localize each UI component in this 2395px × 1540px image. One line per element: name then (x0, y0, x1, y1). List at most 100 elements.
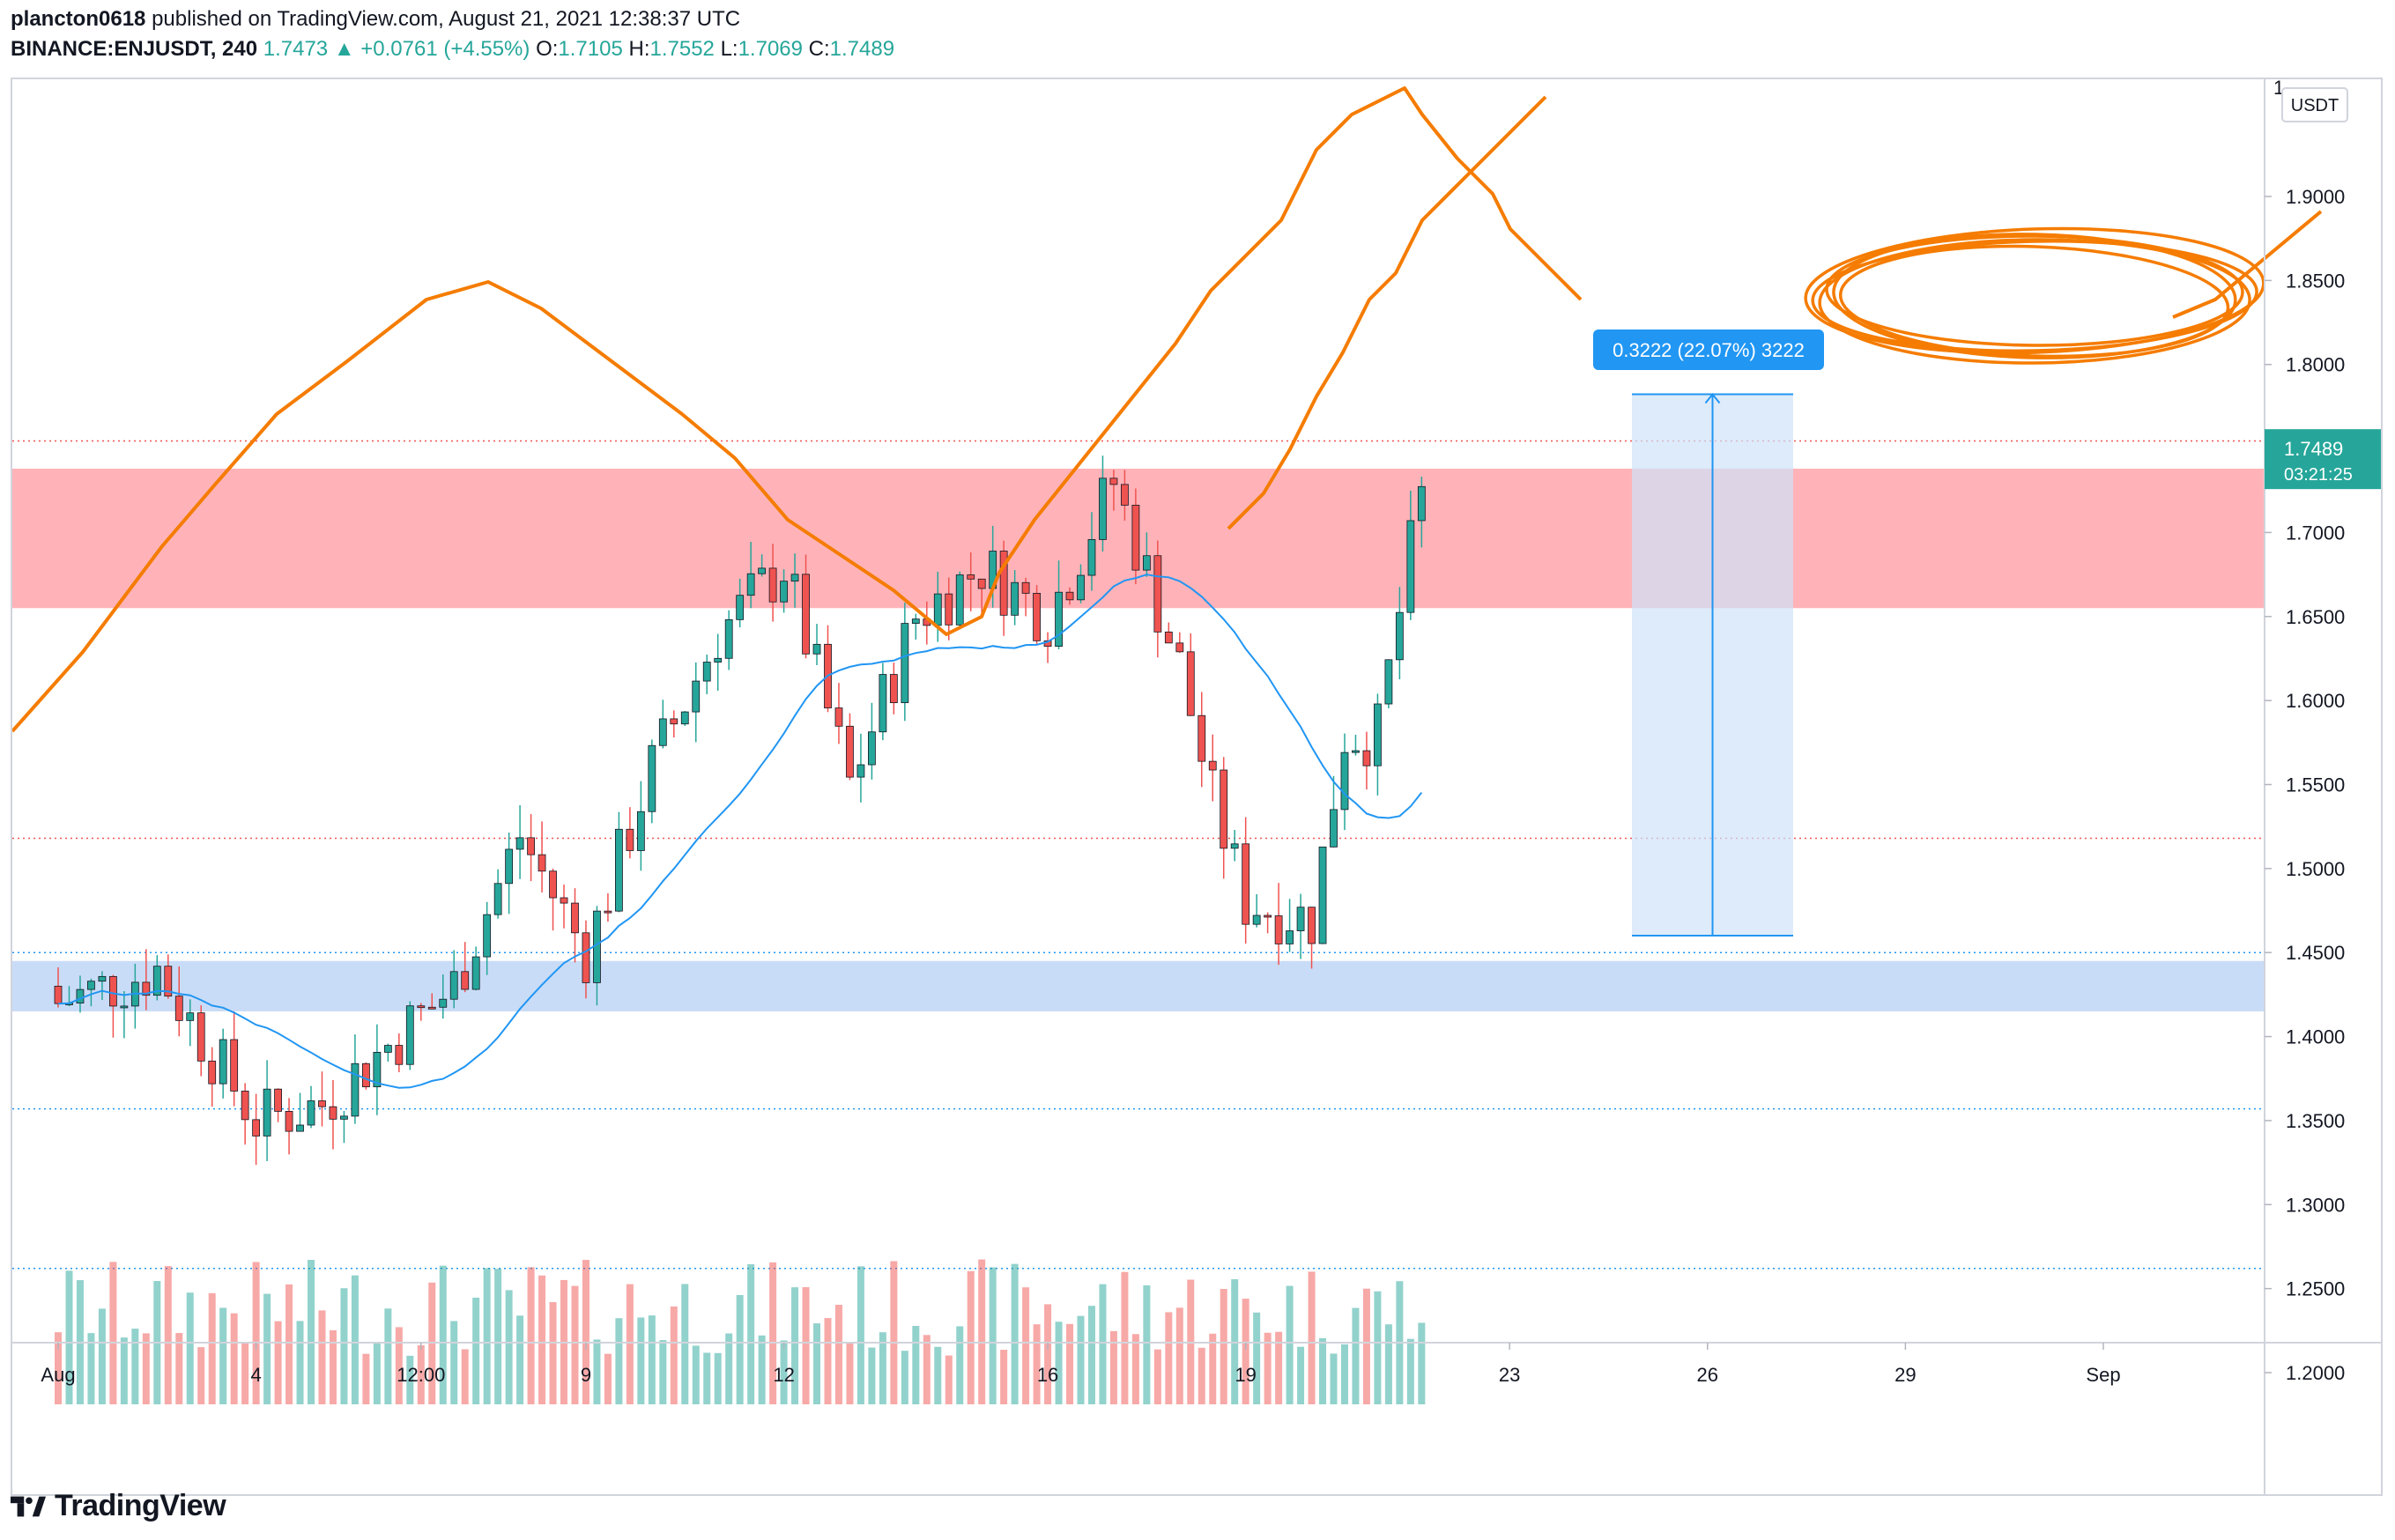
candle[interactable] (274, 1088, 282, 1112)
freehand-scribble-ring[interactable] (1804, 221, 2266, 360)
candle[interactable] (152, 966, 161, 996)
candle[interactable] (449, 971, 458, 1000)
candle[interactable] (1286, 930, 1294, 944)
candle[interactable] (1252, 914, 1261, 925)
candle[interactable] (174, 996, 183, 1021)
candle[interactable] (636, 811, 645, 851)
author-name[interactable]: plancton0618 (11, 7, 146, 31)
candle[interactable] (196, 1012, 205, 1062)
candle[interactable] (604, 910, 612, 914)
candle[interactable] (967, 574, 975, 580)
candle[interactable] (1384, 659, 1393, 705)
freehand-curve-2[interactable] (1227, 95, 1547, 530)
candle[interactable] (515, 837, 524, 850)
candle[interactable] (1274, 915, 1283, 944)
candle[interactable] (351, 1062, 360, 1117)
candle[interactable] (702, 662, 711, 682)
candle[interactable] (1330, 809, 1338, 848)
last-price-tag[interactable] (2265, 429, 2381, 490)
candle[interactable] (1296, 907, 1305, 931)
candle[interactable] (1142, 555, 1151, 571)
candle[interactable] (658, 718, 667, 746)
candle[interactable] (802, 574, 810, 655)
candle[interactable] (626, 828, 634, 851)
candle[interactable] (856, 764, 865, 778)
freehand-scribble-ring[interactable] (1838, 240, 2230, 362)
candle[interactable] (252, 1119, 261, 1136)
freehand-scribble-ring[interactable] (1832, 230, 2237, 362)
candle[interactable] (1099, 478, 1107, 540)
candle[interactable] (461, 971, 470, 990)
candle[interactable] (439, 998, 448, 1008)
candle[interactable] (736, 595, 745, 620)
candle[interactable] (1374, 703, 1382, 766)
candle[interactable] (505, 848, 514, 885)
candle[interactable] (560, 897, 568, 904)
candle[interactable] (945, 593, 953, 626)
candle[interactable] (1318, 846, 1327, 944)
candle[interactable] (879, 674, 887, 733)
candle[interactable] (483, 914, 492, 958)
candle[interactable] (1264, 914, 1272, 918)
candle[interactable] (493, 883, 502, 915)
candle[interactable] (142, 981, 151, 996)
candle[interactable] (680, 711, 689, 725)
candle[interactable] (1065, 591, 1074, 601)
freehand-scribble-ring[interactable] (1825, 234, 2244, 347)
candle[interactable] (549, 870, 557, 899)
candle[interactable] (1033, 593, 1041, 641)
candle[interactable] (933, 593, 942, 626)
candle[interactable] (340, 1115, 348, 1120)
candle[interactable] (1220, 769, 1228, 849)
candle[interactable] (1230, 843, 1239, 849)
candle[interactable] (901, 623, 909, 704)
candle[interactable] (582, 932, 590, 983)
candle[interactable] (527, 837, 535, 855)
candle[interactable] (889, 674, 898, 704)
candle[interactable] (1308, 907, 1316, 944)
candle[interactable] (648, 744, 656, 812)
candle[interactable] (395, 1045, 404, 1065)
moving-average-line[interactable] (57, 574, 1423, 1089)
candle[interactable] (714, 657, 723, 663)
candle[interactable] (955, 574, 964, 626)
candle[interactable] (1109, 478, 1118, 485)
candle[interactable] (87, 981, 95, 990)
candle[interactable] (1121, 484, 1129, 506)
candle[interactable] (692, 680, 701, 713)
candle[interactable] (846, 725, 854, 778)
candle[interactable] (1153, 555, 1162, 633)
candle[interactable] (977, 578, 986, 589)
candle[interactable] (241, 1091, 249, 1121)
candle[interactable] (186, 1012, 195, 1021)
candle[interactable] (1164, 631, 1173, 644)
candle[interactable] (1242, 843, 1250, 925)
candle[interactable] (780, 581, 788, 603)
tradingview-logo[interactable]: TradingView (11, 1489, 226, 1523)
candle[interactable] (571, 902, 579, 934)
candle[interactable] (1186, 651, 1195, 716)
symbol-label[interactable]: BINANCE:ENJUSDT, 240 (11, 37, 258, 61)
candle[interactable] (911, 618, 920, 624)
candle[interactable] (1011, 581, 1020, 616)
candle[interactable] (296, 1124, 304, 1132)
candle[interactable] (373, 1052, 382, 1088)
candle[interactable] (1406, 520, 1415, 613)
candle[interactable] (758, 567, 767, 574)
candle[interactable] (120, 1005, 129, 1009)
candle[interactable] (54, 985, 63, 1004)
candle[interactable] (307, 1100, 315, 1126)
candle[interactable] (427, 1006, 436, 1010)
freehand-curve[interactable] (12, 86, 1583, 733)
candle[interactable] (1077, 574, 1085, 601)
candle[interactable] (329, 1106, 337, 1120)
candle[interactable] (263, 1088, 271, 1136)
price-chart[interactable]: 0.3222 (22.07%) 3222 1.9000 1.8500 1.8000 1.… (12, 79, 2381, 1494)
candle[interactable] (219, 1039, 227, 1085)
candle[interactable] (1087, 538, 1096, 576)
candle[interactable] (208, 1060, 217, 1085)
candle[interactable] (318, 1100, 326, 1107)
candle[interactable] (383, 1045, 392, 1053)
candle[interactable] (868, 731, 876, 766)
candle[interactable] (1175, 642, 1184, 653)
